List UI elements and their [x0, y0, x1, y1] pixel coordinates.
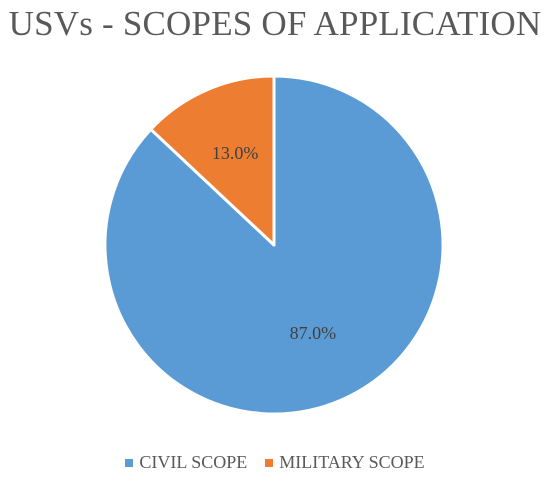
pie-slice-civil-scope[interactable]: [103, 74, 445, 416]
legend-item-civil-scope[interactable]: CIVIL SCOPE: [125, 452, 247, 473]
data-label-civil-scope: 87.0%: [290, 323, 337, 343]
legend-item-military-scope[interactable]: MILITARY SCOPE: [265, 452, 425, 473]
legend-swatch-military-scope: [265, 458, 274, 467]
legend: CIVIL SCOPE MILITARY SCOPE: [0, 452, 550, 473]
legend-label-civil-scope: CIVIL SCOPE: [139, 452, 248, 472]
legend-label-military-scope: MILITARY SCOPE: [279, 452, 425, 472]
pie-slices: [103, 74, 445, 416]
chart-title: USVs - SCOPES OF APPLICATION: [8, 4, 542, 43]
legend-swatch-civil-scope: [125, 458, 134, 467]
data-label-military-scope: 13.0%: [212, 143, 259, 163]
pie-data-labels: 87.0% 13.0%: [212, 143, 336, 343]
pie-slice-military-scope[interactable]: [149, 74, 276, 247]
